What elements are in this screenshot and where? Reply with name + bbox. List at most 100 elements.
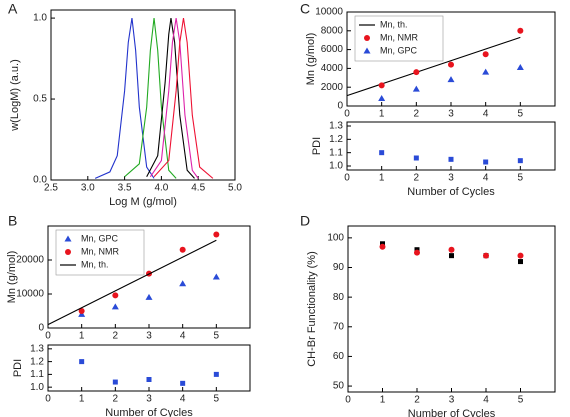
x-tick-label: 2 [113, 394, 119, 405]
x-tick-label: 5 [214, 331, 220, 342]
point [448, 246, 455, 253]
x-tick-label: 3.0 [81, 183, 95, 194]
x-tick-label: 3 [146, 331, 152, 342]
point [448, 61, 454, 68]
series-line [149, 18, 199, 179]
point [78, 308, 85, 314]
series-line [124, 18, 177, 179]
x-tick-label: 1 [380, 395, 386, 406]
x-tick-label: 1 [379, 173, 385, 184]
y-tick-label: 1.3 [329, 121, 343, 132]
legend-label: Mn, GPC [380, 45, 418, 55]
point [79, 359, 85, 365]
series-line [47, 239, 217, 326]
y-tick-label: 0.5 [33, 94, 47, 105]
point [379, 150, 385, 156]
legend-swatch [363, 47, 371, 54]
y-tick-label: 1.0 [30, 382, 44, 393]
x-tick-label: 1 [79, 394, 85, 405]
point [517, 27, 524, 34]
y-axis-label: Mn (g/mol) [6, 251, 18, 304]
subplot: C 0 1 2 3 4 5 0 2000 4000 6000 8000 10000 Mn (g/mol) M… [300, 1, 556, 120]
x-tick-label: 5 [518, 109, 524, 120]
y-tick-label: 1.2 [30, 356, 44, 367]
point [413, 155, 419, 161]
y-tick-label: 1.1 [30, 369, 44, 380]
series-line [146, 18, 195, 179]
point [112, 379, 118, 385]
y-tick-label: 90 [333, 262, 345, 273]
y-tick-label: 1.1 [329, 147, 343, 158]
x-tick-label: 2.5 [44, 183, 58, 194]
x-tick-label: 3 [448, 109, 454, 120]
x-tick-label: 2 [414, 395, 420, 406]
panel-label: A [8, 1, 18, 17]
point [414, 249, 420, 256]
x-axis-label: Number of Cycles [105, 407, 193, 417]
x-axis-label: Log M (g/mol) [109, 196, 177, 208]
x-tick-label: 0 [45, 331, 51, 342]
plot-frame [50, 9, 236, 181]
y-tick-label: 60 [333, 351, 345, 362]
y-tick-label: 0 [337, 101, 343, 112]
point [447, 76, 455, 83]
series-line [346, 36, 521, 97]
y-tick-label: 80 [333, 292, 345, 303]
x-tick-label: 5 [214, 394, 220, 405]
plot-frame [346, 121, 556, 171]
y-tick-label: 1.0 [33, 13, 47, 24]
x-tick-label: 4 [180, 394, 186, 405]
y-tick-label: 8000 [321, 25, 344, 36]
legend-label: Mn, NMR [380, 32, 419, 42]
point [111, 303, 119, 310]
y-axis-label: w(LogM) (a.u.) [9, 59, 21, 132]
subplot: A 2.5 3.0 3.5 4.0 4.5 5.0 0.0 0.5 1.0 Log M (g/mol… [8, 1, 242, 208]
y-tick-label: 100 [327, 232, 344, 243]
legend-label: Mn, th. [81, 259, 109, 269]
point [517, 252, 524, 259]
legend-label: Mn, GPC [81, 233, 119, 243]
point [213, 231, 220, 238]
point [483, 159, 489, 165]
y-tick-label: 6000 [321, 44, 344, 55]
x-axis-label: Number of Cycles [408, 408, 496, 417]
x-tick-label: 5 [518, 395, 524, 406]
x-axis-label: Number of Cycles [407, 186, 495, 198]
x-tick-label: 0 [344, 173, 350, 184]
x-tick-label: 5 [518, 173, 524, 184]
panel-label: C [300, 1, 310, 17]
x-tick-label: 4.0 [154, 183, 168, 194]
y-axis-label: PDI [12, 359, 24, 377]
x-tick-label: 1 [79, 331, 85, 342]
x-tick-label: 4 [483, 395, 489, 406]
y-tick-label: 0 [38, 323, 44, 334]
series-line [94, 18, 155, 179]
legend-label: Mn, NMR [81, 246, 120, 256]
y-tick-label: 1.3 [30, 343, 44, 354]
legend-label: Mn, th. [380, 19, 408, 29]
x-tick-label: 0 [345, 395, 351, 406]
point [378, 94, 386, 101]
y-tick-label: 10000 [315, 7, 343, 18]
point [179, 280, 187, 287]
x-tick-label: 4 [483, 173, 489, 184]
x-tick-label: 4 [483, 109, 489, 120]
point [516, 63, 524, 70]
point [483, 252, 489, 259]
point [146, 377, 152, 382]
y-axis-label: CH-Br Functionality (%) [306, 251, 318, 367]
x-tick-label: 3 [448, 173, 454, 184]
subplot: 0 1 2 3 4 5 1.0 1.1 1.2 1.3 Number of Cycles PDI [311, 121, 556, 198]
x-tick-label: 3 [449, 395, 455, 406]
series-line [153, 18, 214, 179]
point [145, 293, 153, 300]
y-tick-label: 70 [333, 321, 345, 332]
panel-label: B [8, 213, 17, 229]
x-tick-label: 2 [113, 331, 119, 342]
x-tick-label: 2 [414, 109, 420, 120]
x-tick-label: 5.0 [228, 183, 242, 194]
point [482, 68, 490, 75]
x-tick-label: 0 [45, 394, 51, 405]
y-tick-label: 1.2 [329, 134, 343, 145]
